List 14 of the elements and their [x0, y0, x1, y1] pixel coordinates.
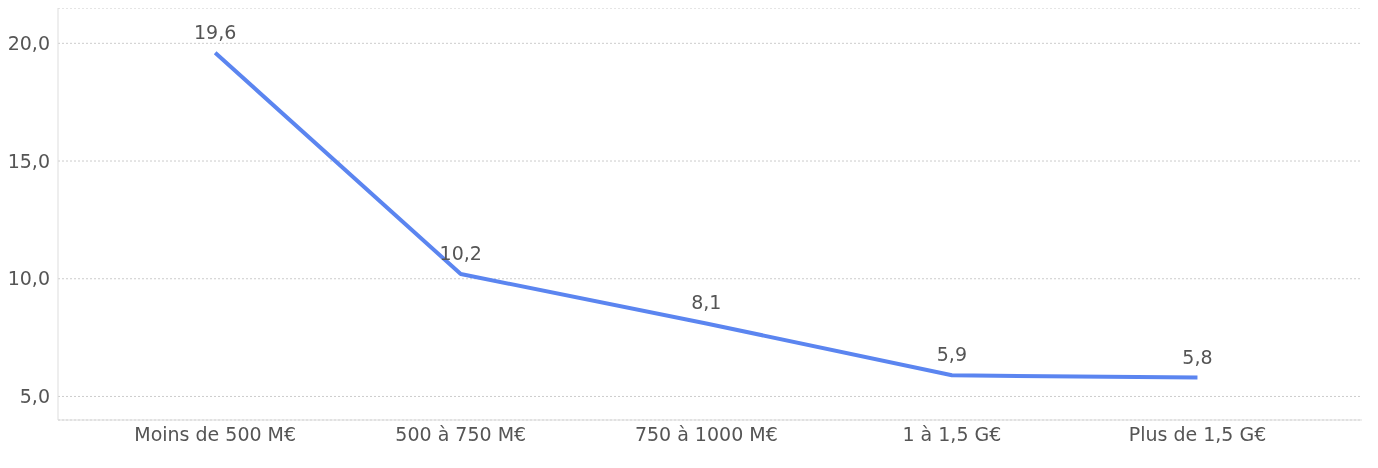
x-tick-label: 750 à 1000 M€: [634, 423, 778, 446]
y-tick-label: 15,0: [7, 149, 50, 172]
data-label: 5,9: [936, 343, 967, 366]
y-tick-label: 5,0: [19, 385, 50, 408]
x-tick-label: Moins de 500 M€: [134, 423, 297, 446]
data-label: 8,1: [691, 291, 722, 314]
x-tick-label: 1 à 1,5 G€: [902, 423, 1002, 446]
x-tick-label: Plus de 1,5 G€: [1128, 423, 1267, 446]
x-tick-label: 500 à 750 M€: [395, 423, 527, 446]
data-label: 19,6: [194, 20, 237, 43]
data-label: 10,2: [439, 242, 482, 265]
y-tick-label: 20,0: [7, 32, 50, 55]
y-tick-label: 10,0: [7, 267, 50, 290]
data-label: 5,8: [1182, 345, 1213, 368]
